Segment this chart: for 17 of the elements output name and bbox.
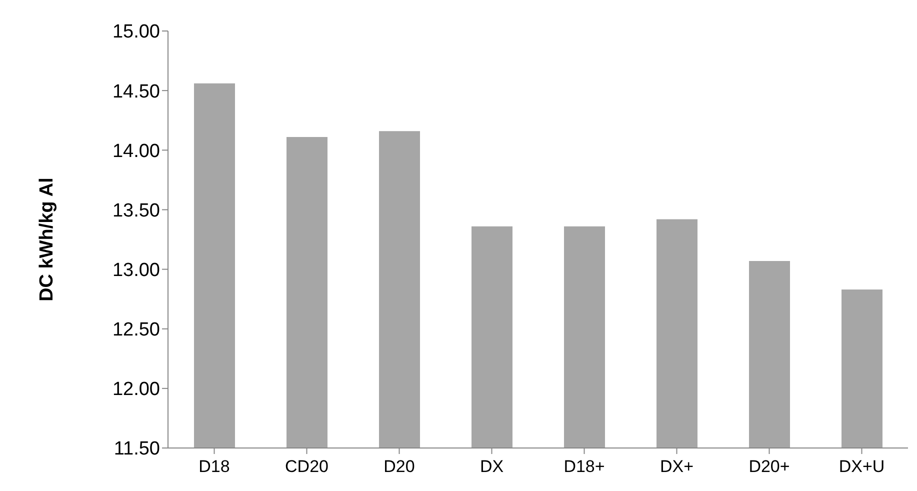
y-tick-label: 14.50 (112, 81, 160, 102)
y-tick-label: 13.00 (112, 260, 160, 282)
x-tick-label: D20 (384, 457, 415, 476)
x-tick-label: DX+U (838, 457, 885, 476)
y-axis-title: DC kWh/kg Al (36, 178, 58, 302)
x-tick-label: D18+ (564, 457, 605, 476)
x-tick-label: D18 (198, 457, 230, 476)
y-tick-label: 15.00 (112, 22, 160, 43)
x-tick-label: DX (480, 457, 504, 476)
y-tick-label: 14.00 (112, 140, 160, 162)
x-tick-label: DX+ (660, 457, 694, 476)
x-tick-label: CD20 (285, 457, 328, 476)
y-tick-label: 12.50 (112, 320, 160, 341)
y-tick-label: 11.50 (114, 438, 160, 460)
y-tick-label: 12.00 (112, 379, 160, 400)
x-tick-label: D20+ (748, 457, 790, 476)
y-tick-label: 13.50 (112, 200, 160, 222)
